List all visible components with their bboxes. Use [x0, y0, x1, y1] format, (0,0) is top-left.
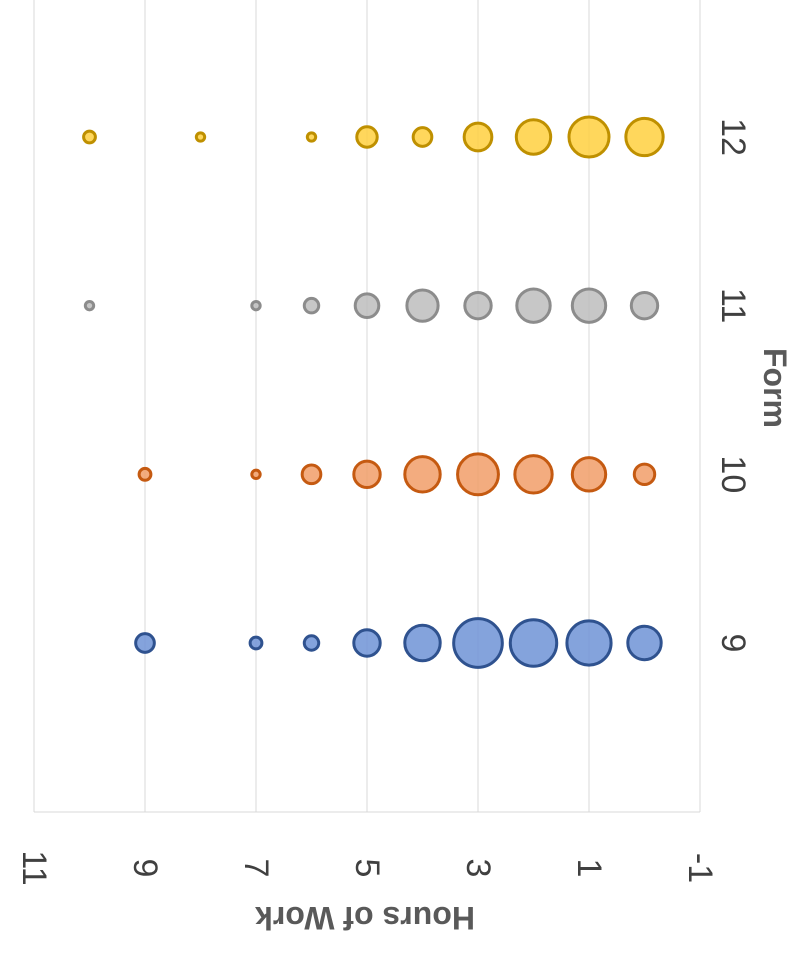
value-tick-label: 5 [348, 859, 386, 878]
bubble-form-12 [355, 125, 379, 149]
bubble-form-10 [632, 462, 657, 487]
bubble-form-11 [353, 292, 381, 319]
bubble-form-11 [405, 288, 440, 323]
value-tick-label: -1 [681, 853, 719, 883]
bubble-form-12 [462, 121, 494, 153]
bubble-form-9 [508, 618, 559, 668]
bubble-form-9 [452, 617, 504, 669]
category-tick-label: 10 [714, 455, 752, 493]
value-tick-label: 1 [570, 859, 608, 878]
bubble-form-12 [624, 116, 665, 158]
bubble-form-10 [352, 459, 382, 490]
bubble-form-9 [626, 624, 663, 662]
bubble-form-12 [82, 129, 97, 145]
bubble-form-12 [514, 118, 553, 156]
bubble-form-9 [134, 632, 156, 654]
bubble-form-11 [629, 290, 660, 321]
bubbles [82, 115, 665, 669]
bubble-form-11 [515, 287, 552, 324]
bubble-form-11 [570, 287, 608, 324]
y-axis-title: Hours of Work [255, 900, 475, 936]
category-tick-label: 9 [714, 634, 752, 653]
bubble-form-9 [248, 635, 264, 651]
bubble-form-10 [300, 463, 323, 486]
bubble-form-12 [305, 131, 318, 143]
bubble-form-11 [83, 299, 96, 312]
axis-labels: 11 9 7 5 3 1 -1 9 10 11 12 Form Hours of Work [15, 118, 793, 936]
bubble-form-12 [567, 115, 611, 159]
bubble-form-9 [352, 628, 382, 658]
value-tick-label: 3 [459, 859, 497, 878]
bubble-form-10 [137, 466, 153, 482]
bubble-form-10 [513, 454, 554, 495]
bubble-form-10 [250, 468, 262, 481]
bubble-form-10 [403, 455, 442, 494]
category-tick-label: 11 [714, 288, 752, 323]
bubble-form-9 [302, 634, 321, 652]
bubble-form-11 [302, 296, 321, 315]
bubble-form-12 [411, 126, 434, 148]
value-tick-label: 7 [237, 859, 275, 878]
value-tick-label: 11 [15, 850, 53, 885]
value-tick-label: 9 [126, 859, 164, 878]
bubble-form-11 [463, 290, 493, 321]
bubble-form-9 [403, 623, 442, 663]
bubble-form-10 [456, 452, 500, 497]
x-axis-title: Form [757, 348, 793, 428]
bubble-form-12 [194, 131, 207, 143]
category-tick-label: 12 [714, 118, 752, 156]
bubble-form-11 [250, 299, 262, 312]
bubble-form-9 [565, 619, 613, 667]
bubble-form-10 [570, 456, 608, 493]
